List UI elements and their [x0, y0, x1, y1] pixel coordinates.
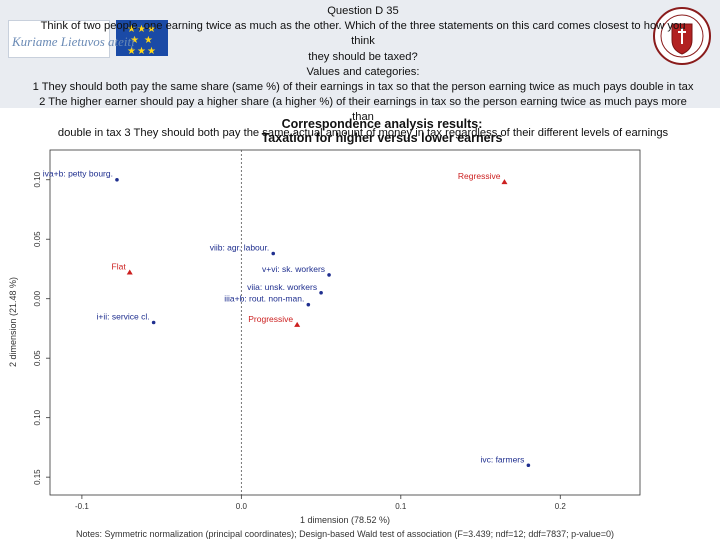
class-label: v+vi: sk. workers — [262, 264, 325, 274]
values-heading: Values and categories: — [306, 65, 420, 78]
project-logo: ★★★ ★ ★ ★★★ Kuriame Lietuvos ateitį — [8, 6, 168, 68]
question-text: Question D 35 Think of two people, one e… — [28, 4, 698, 141]
x-tick-label: -0.1 — [75, 502, 89, 511]
class-point — [115, 177, 119, 182]
question-prompt-line-2: they should be taxed? — [308, 50, 418, 63]
category-label: Flat — [112, 262, 127, 272]
y-tick-label: 0.15 — [33, 469, 42, 485]
class-label: ivc: farmers — [480, 454, 524, 464]
x-tick-label: 0.1 — [395, 502, 407, 511]
y-tick-label: 0.00 — [33, 290, 42, 306]
class-label: iiia+b: rout. non-man. — [224, 294, 304, 304]
class-point — [151, 320, 156, 325]
x-axis-label: 1 dimension (78.52 %) — [300, 515, 390, 525]
values-line-1: 1 They should both pay the same share (s… — [32, 81, 694, 94]
category-point — [126, 269, 133, 275]
class-point — [271, 251, 276, 256]
correspondence-analysis-chart: Correspondence analysis results: Taxatio… — [8, 117, 641, 539]
y-tick-label: 0.05 — [33, 231, 42, 247]
category-point — [294, 321, 301, 327]
class-point — [526, 463, 531, 468]
eu-flag-icon: ★★★ ★ ★ ★★★ — [116, 20, 168, 57]
class-label: iva+b: petty bourg. — [43, 169, 113, 179]
chart-note: Notes: Symmetric normalization (principa… — [76, 529, 614, 539]
y-axis-label: 2 dimension (21.48 %) — [8, 277, 18, 367]
lithuania-fund-logo — [8, 20, 110, 58]
y-tick-label: 0.05 — [33, 350, 42, 366]
question-prompt-line-1: Think of two people, one earning twice a… — [40, 20, 686, 48]
plot-frame — [49, 149, 641, 496]
logo-caption: Kuriame Lietuvos ateitį — [12, 34, 135, 49]
y-tick-label: 0.10 — [33, 409, 42, 425]
x-tick-label: 0.2 — [555, 502, 567, 511]
category-point — [501, 179, 508, 185]
class-label: viia: unsk. workers — [247, 282, 317, 292]
question-id: Question D 35 — [327, 5, 399, 17]
values-line-3: double in tax 3 They should both pay the… — [57, 126, 669, 139]
category-label: Progressive — [248, 314, 293, 324]
values-line-2: 2 The higher earner should pay a higher … — [39, 96, 687, 124]
y-tick-label: 0.10 — [33, 171, 42, 187]
chart-title-line-1: Correspondence analysis results: — [282, 117, 483, 131]
chart-title-line-2: Taxation for higher versus lower earners — [262, 131, 503, 145]
class-label: viib: agr. labour. — [210, 243, 270, 253]
class-point — [319, 290, 323, 295]
class-point — [327, 273, 331, 277]
class-label: i+ii: service cl. — [97, 312, 150, 322]
class-point — [306, 302, 311, 307]
x-tick-label: 0.0 — [236, 502, 248, 511]
category-label: Regressive — [458, 171, 501, 181]
university-seal-icon — [653, 7, 711, 65]
